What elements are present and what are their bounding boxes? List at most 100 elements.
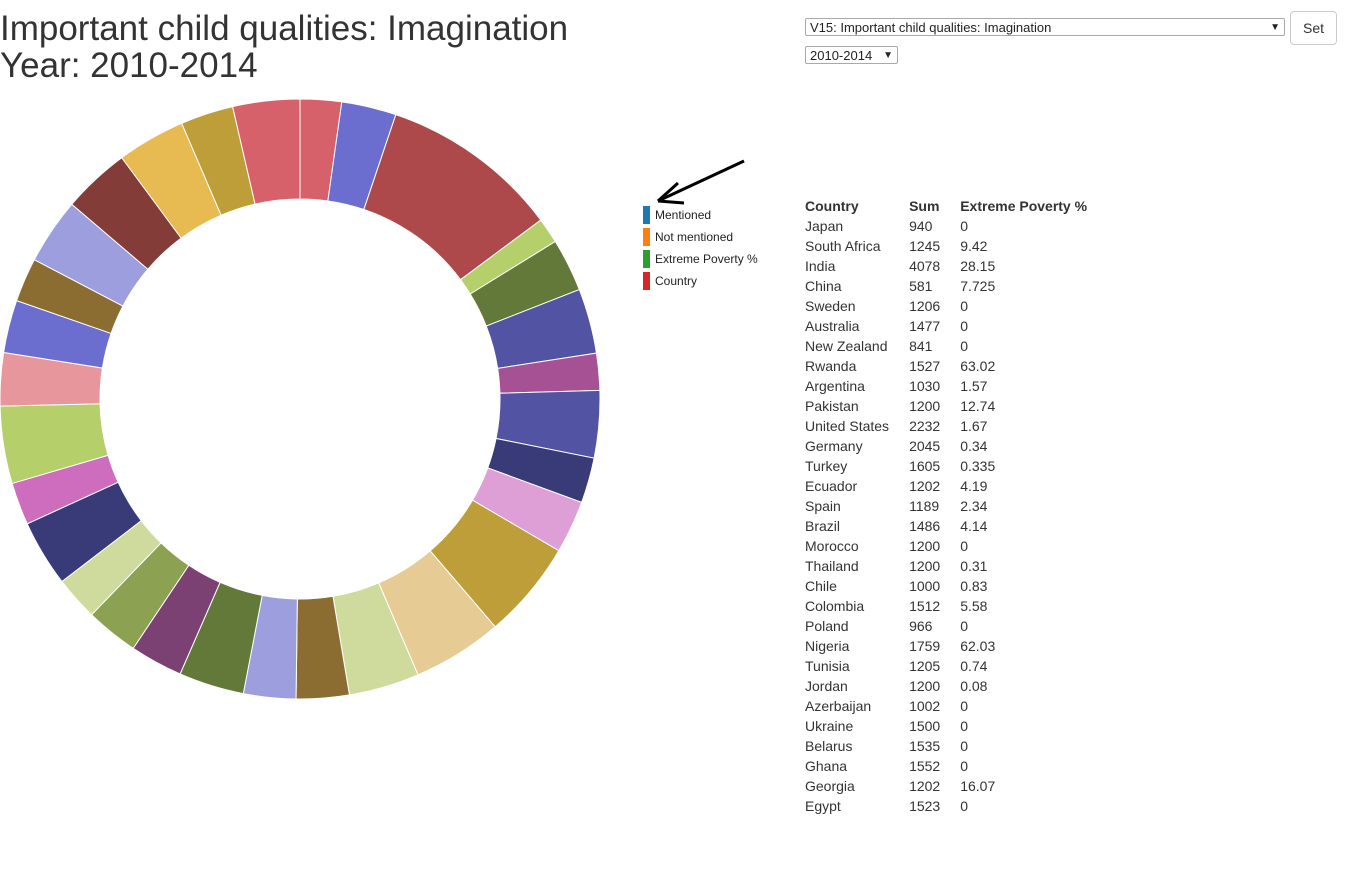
cell-sum: 1552 [909, 758, 941, 774]
table-row: Egypt 1523 0 [805, 796, 1107, 816]
cell-sum: 1002 [909, 698, 941, 714]
table-row: Australia 1477 0 [805, 316, 1107, 336]
cell-country: Sweden [805, 298, 856, 314]
legend-swatch [643, 272, 650, 290]
cell-country: United States [805, 418, 890, 434]
cell-country: Germany [805, 438, 863, 454]
cell-sum: 1245 [909, 238, 941, 254]
cell-country: Colombia [805, 598, 865, 614]
select-caret-icon: ▼ [1270, 22, 1280, 33]
cell-country: Turkey [805, 458, 848, 474]
cell-country: Thailand [805, 558, 859, 574]
cell-country: Brazil [805, 518, 841, 534]
cell-poverty: 0 [960, 738, 969, 754]
cell-country: Ecuador [805, 478, 858, 494]
table-row: Georgia 1202 16.07 [805, 776, 1107, 796]
cell-poverty: 0 [960, 798, 969, 814]
variable-select[interactable]: V15: Important child qualities: Imaginat… [805, 18, 1285, 36]
table-row: China 581 7.725 [805, 276, 1107, 296]
cell-poverty: 62.03 [960, 638, 996, 654]
cell-poverty: 9.42 [960, 238, 988, 254]
cell-country: Argentina [805, 378, 865, 394]
table-row: Japan 940 0 [805, 216, 1107, 236]
year-select[interactable]: 2010-2014 ▼ [805, 46, 898, 64]
table-row: Poland 966 0 [805, 616, 1107, 636]
set-button[interactable]: Set [1290, 11, 1337, 45]
table-row: Ukraine 1500 0 [805, 716, 1107, 736]
cell-poverty: 28.15 [960, 258, 996, 274]
cell-poverty: 5.58 [960, 598, 988, 614]
cell-country: China [805, 278, 842, 294]
table-row: Pakistan 1200 12.74 [805, 396, 1107, 416]
cell-country: Belarus [805, 738, 853, 754]
cell-country: Azerbaijan [805, 698, 872, 714]
legend-item: Country [643, 270, 758, 292]
donut-chart [0, 98, 601, 700]
cell-poverty: 7.725 [960, 278, 996, 294]
chart-legend: Mentioned Not mentioned Extreme Poverty % C… [643, 204, 758, 292]
cell-poverty: 0.83 [960, 578, 988, 594]
table-row: Ghana 1552 0 [805, 756, 1107, 776]
table-row: Rwanda 1527 63.02 [805, 356, 1107, 376]
cell-poverty: 0 [960, 538, 969, 554]
table-row: Nigeria 1759 62.03 [805, 636, 1107, 656]
cell-country: Spain [805, 498, 841, 514]
table-row: South Africa 1245 9.42 [805, 236, 1107, 256]
header-poverty: Extreme Poverty % [960, 198, 1088, 214]
cell-sum: 1605 [909, 458, 941, 474]
table-row: Jordan 1200 0.08 [805, 676, 1107, 696]
cell-poverty: 0 [960, 718, 969, 734]
cell-sum: 1500 [909, 718, 941, 734]
legend-item: Mentioned [643, 204, 758, 226]
legend-label: Country [655, 274, 698, 288]
cell-poverty: 0.335 [960, 458, 996, 474]
title-line-variable: Important child qualities: Imagination [0, 9, 569, 48]
cell-poverty: 1.57 [960, 378, 988, 394]
table-row: India 4078 28.15 [805, 256, 1107, 276]
title-line-year: Year: 2010-2014 [0, 46, 258, 85]
arrow-annotation-icon [656, 159, 745, 205]
cell-country: Tunisia [805, 658, 850, 674]
table-row: Belarus 1535 0 [805, 736, 1107, 756]
table-row: Argentina 1030 1.57 [805, 376, 1107, 396]
cell-sum: 1200 [909, 678, 941, 694]
cell-country: Georgia [805, 778, 855, 794]
header-country: Country [805, 198, 859, 214]
table-row: Sweden 1206 0 [805, 296, 1107, 316]
cell-sum: 2232 [909, 418, 941, 434]
cell-sum: 1206 [909, 298, 941, 314]
cell-country: Jordan [805, 678, 848, 694]
cell-sum: 2045 [909, 438, 941, 454]
cell-country: Japan [805, 218, 844, 234]
cell-country: Nigeria [805, 638, 850, 654]
cell-poverty: 0 [960, 218, 969, 234]
cell-country: Chile [805, 578, 837, 594]
cell-sum: 1030 [909, 378, 941, 394]
table-row: Morocco 1200 0 [805, 536, 1107, 556]
table-row: New Zealand 841 0 [805, 336, 1107, 356]
cell-poverty: 16.07 [960, 778, 996, 794]
donut-slice-egypt[interactable] [232, 98, 301, 205]
cell-sum: 841 [909, 338, 933, 354]
cell-country: Ghana [805, 758, 848, 774]
cell-poverty: 4.14 [960, 518, 988, 534]
cell-poverty: 12.74 [960, 398, 996, 414]
legend-swatch [643, 250, 650, 268]
cell-poverty: 0.34 [960, 438, 988, 454]
table-row: Colombia 1512 5.58 [805, 596, 1107, 616]
table-row: Germany 2045 0.34 [805, 436, 1107, 456]
cell-sum: 1189 [909, 498, 940, 514]
cell-country: Australia [805, 318, 860, 334]
table-row: Thailand 1200 0.31 [805, 556, 1107, 576]
cell-sum: 1535 [909, 738, 941, 754]
cell-sum: 1527 [909, 358, 941, 374]
table-row: Brazil 1486 4.14 [805, 516, 1107, 536]
cell-sum: 1200 [909, 558, 941, 574]
table-row: Azerbaijan 1002 0 [805, 696, 1107, 716]
cell-sum: 1202 [909, 478, 941, 494]
cell-country: Egypt [805, 798, 841, 814]
table-row: United States 2232 1.67 [805, 416, 1107, 436]
data-table: Country Sum Extreme Poverty % Japan 940 0 S… [805, 196, 1107, 816]
year-select-value: 2010-2014 [810, 48, 873, 63]
cell-poverty: 0.31 [960, 558, 988, 574]
